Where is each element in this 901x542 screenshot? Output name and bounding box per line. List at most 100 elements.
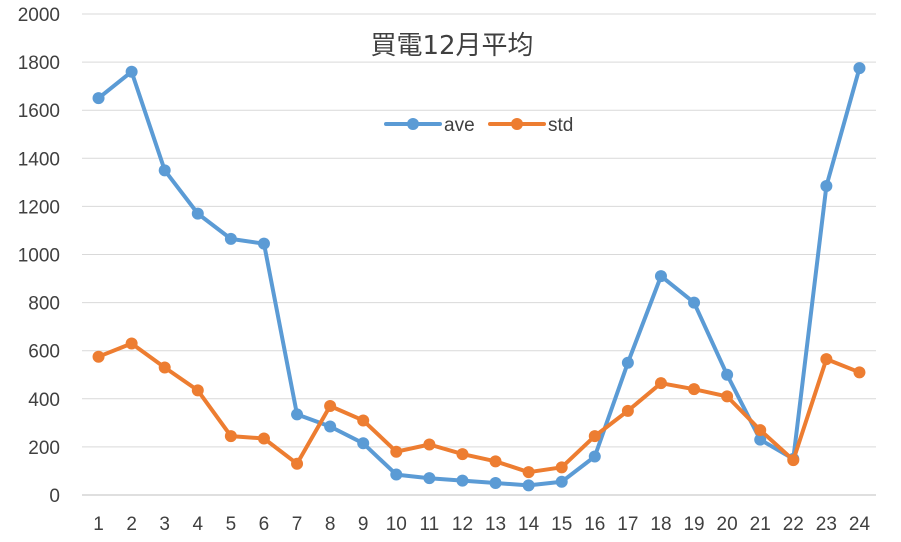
series-std xyxy=(92,337,866,479)
series-ave xyxy=(92,62,866,492)
x-axis-ticks: 1 2 3 4 5 6 7 8 9 10 11 12 13 14 15 16 17 18 19 20 21 22 23 24 xyxy=(93,514,870,535)
x-tick-label: 23 xyxy=(816,514,837,535)
data-point-ave xyxy=(555,475,568,488)
data-point-ave xyxy=(257,237,270,250)
x-tick-label: 8 xyxy=(325,514,336,535)
data-point-std xyxy=(390,445,403,458)
y-tick-label: 400 xyxy=(28,390,60,411)
x-tick-label: 18 xyxy=(650,514,671,535)
data-point-ave xyxy=(423,472,436,485)
x-tick-label: 12 xyxy=(452,514,473,535)
y-tick-label: 1200 xyxy=(18,197,60,218)
legend-item-ave: ave xyxy=(384,115,475,136)
data-point-std xyxy=(489,455,502,468)
data-point-ave xyxy=(820,179,833,192)
x-tick-label: 7 xyxy=(292,514,303,535)
x-tick-label: 5 xyxy=(226,514,237,535)
x-tick-label: 2 xyxy=(126,514,137,535)
data-point-std xyxy=(357,414,370,427)
y-tick-label: 0 xyxy=(49,486,60,507)
data-point-std xyxy=(588,430,601,443)
data-point-std xyxy=(257,432,270,445)
data-point-std xyxy=(721,390,734,403)
y-tick-label: 1400 xyxy=(18,149,60,170)
data-point-ave xyxy=(191,207,204,220)
x-tick-label: 21 xyxy=(750,514,771,535)
data-point-ave xyxy=(456,474,469,487)
x-tick-label: 13 xyxy=(485,514,506,535)
data-point-std xyxy=(820,353,833,366)
data-point-ave xyxy=(688,296,701,309)
data-point-std xyxy=(224,430,237,443)
series-line-ave xyxy=(96,66,862,488)
legend-item-std: std xyxy=(488,115,573,136)
data-point-std xyxy=(787,454,800,467)
data-point-std xyxy=(92,350,105,363)
series-line-std xyxy=(96,341,862,475)
y-axis-ticks: 0 200 400 600 800 1000 1200 1400 1600 1800 2000 xyxy=(18,5,60,507)
data-point-std xyxy=(158,361,171,374)
data-point-std xyxy=(688,383,701,396)
chart-title: 買電12月平均 xyxy=(370,31,533,61)
legend-swatch-marker xyxy=(407,118,419,130)
x-tick-label: 20 xyxy=(717,514,738,535)
data-point-ave xyxy=(522,479,535,492)
data-point-std xyxy=(125,337,138,350)
data-point-ave xyxy=(853,62,866,75)
y-tick-label: 200 xyxy=(28,438,60,459)
data-point-ave xyxy=(390,468,403,481)
x-tick-label: 11 xyxy=(420,514,440,535)
data-point-std xyxy=(291,457,304,470)
x-tick-label: 6 xyxy=(259,514,270,535)
x-tick-label: 14 xyxy=(518,514,540,535)
x-tick-label: 16 xyxy=(584,514,605,535)
y-tick-label: 1000 xyxy=(18,246,60,267)
data-point-std xyxy=(654,377,667,390)
y-tick-label: 800 xyxy=(28,294,60,315)
y-tick-label: 1800 xyxy=(18,53,60,74)
legend-swatch-marker xyxy=(511,118,523,130)
legend: ave std xyxy=(384,115,573,136)
x-tick-label: 9 xyxy=(358,514,369,535)
series-layer xyxy=(92,62,866,492)
data-point-ave xyxy=(324,420,337,433)
data-point-ave xyxy=(754,433,767,446)
data-point-ave xyxy=(224,232,237,245)
data-point-std xyxy=(522,466,535,479)
data-point-ave xyxy=(721,368,734,381)
data-point-std xyxy=(324,400,337,413)
data-point-std xyxy=(555,461,568,474)
data-point-ave xyxy=(92,92,105,105)
data-point-std xyxy=(853,366,866,379)
data-point-std xyxy=(754,424,767,437)
x-tick-label: 24 xyxy=(849,514,871,535)
x-tick-label: 3 xyxy=(159,514,170,535)
legend-label: ave xyxy=(444,115,475,136)
y-tick-label: 1600 xyxy=(18,101,60,122)
data-point-ave xyxy=(158,164,171,177)
data-point-ave xyxy=(654,270,667,283)
x-tick-label: 15 xyxy=(551,514,572,535)
data-point-ave xyxy=(621,356,634,369)
data-point-ave xyxy=(291,408,304,421)
x-tick-label: 10 xyxy=(386,514,407,535)
data-point-std xyxy=(423,438,436,451)
x-tick-label: 1 xyxy=(93,514,104,535)
legend-label: std xyxy=(548,115,573,136)
data-point-ave xyxy=(125,65,138,78)
data-point-std xyxy=(456,448,469,461)
gridlines xyxy=(82,13,876,496)
data-point-ave xyxy=(588,450,601,463)
x-tick-label: 22 xyxy=(783,514,804,535)
y-tick-label: 2000 xyxy=(18,5,60,26)
x-tick-label: 19 xyxy=(683,514,704,535)
data-point-ave xyxy=(357,437,370,450)
x-tick-label: 4 xyxy=(193,514,204,535)
data-point-std xyxy=(621,404,634,417)
x-tick-label: 17 xyxy=(617,514,638,535)
data-point-std xyxy=(191,384,204,397)
y-tick-label: 600 xyxy=(28,342,60,363)
data-point-ave xyxy=(489,476,502,489)
